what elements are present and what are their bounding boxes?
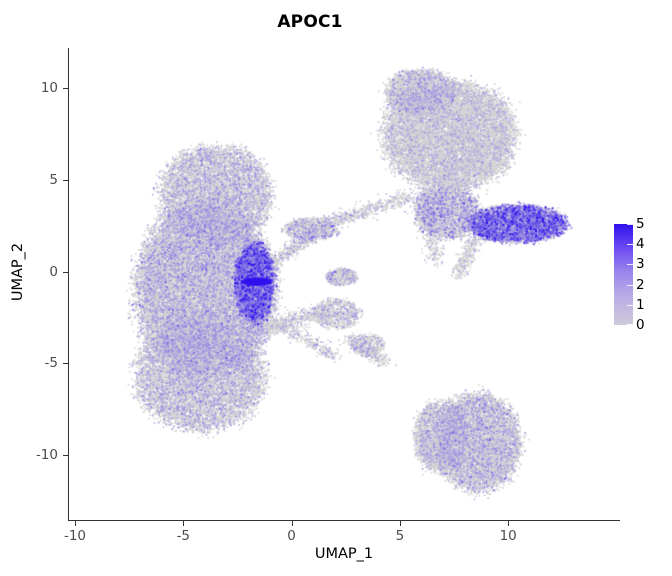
colorbar-tick	[627, 304, 633, 306]
y-tick-label: 10	[40, 80, 58, 96]
x-tick-mark	[183, 521, 185, 526]
y-tick-mark	[63, 363, 68, 365]
colorbar-label: 1	[636, 296, 645, 313]
y-tick-mark	[63, 455, 68, 457]
colorbar-label: 4	[636, 236, 645, 253]
colorbar-label: 2	[636, 276, 645, 293]
x-axis-title: UMAP_1	[314, 546, 374, 562]
y-tick-mark	[63, 271, 68, 273]
x-tick-mark	[399, 521, 401, 526]
x-tick-mark	[75, 521, 76, 526]
x-axis-line	[68, 520, 620, 521]
colorbar-label: 0	[636, 317, 645, 333]
x-tick-mark	[508, 521, 510, 526]
colorbar-tick	[627, 284, 633, 286]
colorbar-tick	[627, 244, 633, 246]
y-tick-label: -5	[44, 355, 58, 372]
y-axis-title: UMAP_2	[10, 242, 26, 302]
x-tick-label: -5	[176, 528, 191, 544]
y-tick-mark	[63, 88, 68, 89]
y-tick-label: 5	[49, 171, 58, 188]
colorbar-tick	[627, 324, 633, 325]
y-tick-label: 0	[49, 263, 58, 280]
colorbar-gradient	[614, 224, 633, 325]
colorbar-tick	[627, 224, 633, 225]
x-tick-label: 5	[395, 528, 405, 544]
y-tick-mark	[63, 179, 68, 181]
x-tick-label: 10	[499, 528, 517, 544]
y-tick-label: -10	[35, 447, 58, 464]
x-tick-label: -10	[63, 528, 87, 544]
colorbar-tick	[627, 264, 633, 266]
colorbar-label: 5	[636, 216, 645, 232]
y-axis-line	[68, 48, 69, 520]
colorbar-tick-marks	[614, 222, 633, 327]
x-tick-label: 0	[287, 528, 296, 544]
x-tick-mark	[291, 521, 293, 526]
colorbar-label: 3	[636, 256, 645, 273]
